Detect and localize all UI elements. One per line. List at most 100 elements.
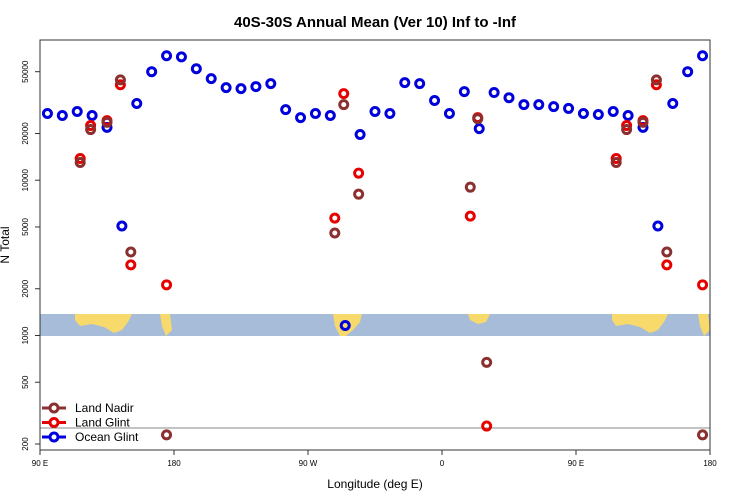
data-point [114, 79, 126, 91]
data-point [175, 51, 187, 63]
data-point [650, 74, 662, 86]
data-point [399, 77, 411, 89]
data-point [650, 79, 662, 91]
data-point [74, 153, 86, 165]
data-point [369, 106, 381, 118]
data-point [473, 123, 485, 135]
data-point [339, 319, 351, 331]
data-point [414, 78, 426, 90]
data-point [146, 66, 158, 78]
data-point [661, 246, 673, 258]
data-point [190, 63, 202, 75]
data-point [309, 107, 321, 119]
plot-frame [39, 39, 711, 451]
data-point [384, 107, 396, 119]
x-tick-label: 0 [440, 459, 445, 468]
map-strip [40, 314, 710, 336]
y-axis-label: N Total [0, 226, 12, 263]
data-point [621, 124, 633, 136]
data-point [464, 181, 476, 193]
data-point [161, 50, 173, 62]
y-tick-label: 2000 [21, 279, 30, 297]
data-point [250, 81, 262, 93]
data-point [481, 356, 493, 368]
data-point [533, 99, 545, 111]
data-point [429, 95, 441, 107]
data-point [697, 429, 709, 441]
chart-title: 40S-30S Annual Mean (Ver 10) Inf to -Inf [234, 14, 517, 31]
data-point [353, 167, 365, 179]
land [75, 314, 132, 333]
y-tick-label: 20000 [21, 122, 30, 145]
data-point [667, 97, 679, 109]
data-point [295, 112, 307, 124]
x-tick-label: 90 E [32, 459, 48, 468]
data-point [338, 88, 350, 100]
land [612, 314, 668, 333]
y-tick-label: 1000 [21, 326, 30, 344]
y-tick-label: 200 [21, 437, 30, 451]
data-point [265, 78, 277, 90]
land [698, 314, 710, 336]
data-point [637, 116, 649, 128]
y-tick-label: 50000 [21, 60, 30, 83]
data-point [101, 116, 113, 128]
data-point [235, 83, 247, 95]
data-point [652, 220, 664, 232]
data-point [548, 101, 560, 113]
data-point [610, 157, 622, 169]
x-tick-label: 180 [703, 459, 717, 468]
data-point [329, 212, 341, 224]
data-point [697, 279, 709, 291]
data-point [577, 107, 589, 119]
data-point [161, 279, 173, 291]
ocean-band [40, 314, 710, 336]
data-point [592, 109, 604, 121]
data-point [443, 107, 455, 119]
data-point [85, 124, 97, 136]
data-point [56, 110, 68, 122]
y-tick-label: 500 [21, 375, 30, 389]
legend-marker [48, 402, 60, 414]
data-point [161, 429, 173, 441]
data-point [354, 128, 366, 140]
data-point [464, 210, 476, 222]
land [333, 314, 362, 336]
legend-label: Land Glint [75, 416, 130, 430]
data-point [329, 227, 341, 239]
data-point [131, 97, 143, 109]
data-point [610, 153, 622, 165]
x-axis-label: Longitude (deg E) [327, 477, 422, 491]
data-point [458, 86, 470, 98]
data-point [85, 120, 97, 132]
data-point [621, 120, 633, 132]
data-point [116, 220, 128, 232]
data-point [607, 106, 619, 118]
x-tick-label: 90 W [299, 459, 318, 468]
y-tick-label: 5000 [21, 218, 30, 236]
data-point [86, 110, 98, 122]
data-point [280, 104, 292, 116]
data-point [71, 106, 83, 118]
legend-label: Land Nadir [75, 401, 134, 415]
data-point [503, 92, 515, 104]
data-point [41, 107, 53, 119]
data-point [324, 110, 336, 122]
land [468, 314, 490, 324]
data-point [661, 259, 673, 271]
x-tick-label: 90 E [568, 459, 584, 468]
data-point [114, 74, 126, 86]
data-point [622, 110, 634, 122]
data-point [563, 102, 575, 114]
data-point [353, 188, 365, 200]
data-point [481, 420, 493, 432]
x-tick-label: 180 [167, 459, 181, 468]
legend-marker [48, 417, 60, 428]
legend-marker [48, 431, 60, 443]
data-point [74, 157, 86, 169]
data-point [518, 99, 530, 111]
data-point [682, 66, 694, 78]
y-tick-label: 10000 [21, 169, 30, 192]
land [160, 314, 172, 336]
